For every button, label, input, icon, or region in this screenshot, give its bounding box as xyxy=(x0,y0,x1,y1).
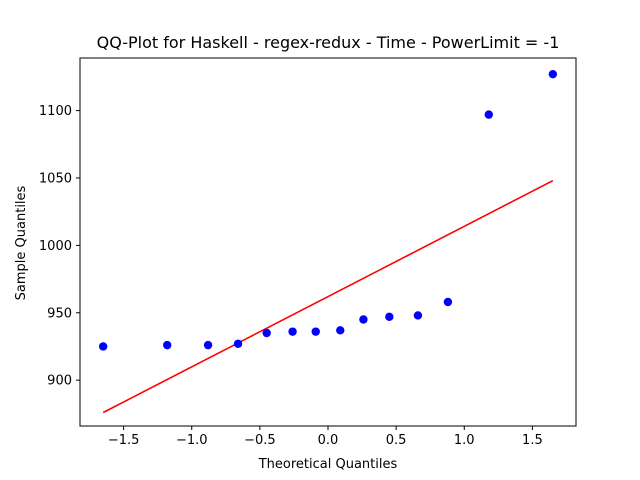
x-axis: −1.5 −1.0 −0.5 0.0 0.5 1.0 1.5 xyxy=(108,426,543,448)
data-point xyxy=(203,340,213,350)
x-tick-label: 1.5 xyxy=(522,433,543,448)
data-point xyxy=(484,110,493,119)
data-point xyxy=(311,327,320,336)
y-tick-label: 1000 xyxy=(39,239,72,254)
chart-title: QQ-Plot for Haskell - regex-redux - Time… xyxy=(97,33,560,52)
points-layer xyxy=(98,69,558,351)
x-tick-label: −1.5 xyxy=(108,433,140,448)
data-point xyxy=(359,315,368,324)
x-tick-label: −0.5 xyxy=(244,433,276,448)
data-point xyxy=(288,327,297,336)
y-axis-label: Sample Quantiles xyxy=(14,185,29,300)
x-tick-label: 0.0 xyxy=(318,433,339,448)
data-point xyxy=(443,297,453,307)
reference-line-layer xyxy=(102,179,554,414)
data-point xyxy=(336,326,345,335)
y-axis: 900 950 1000 1050 1100 xyxy=(39,104,80,389)
data-point xyxy=(385,312,394,322)
x-tick-label: 1.0 xyxy=(454,433,475,448)
data-point xyxy=(163,340,172,350)
x-axis-label: Theoretical Quantiles xyxy=(258,457,398,472)
data-point xyxy=(413,311,423,320)
y-tick-label: 1100 xyxy=(39,104,72,119)
y-tick-label: 900 xyxy=(47,374,72,389)
reference-line xyxy=(102,179,554,414)
x-tick-label: −1.0 xyxy=(176,433,208,448)
x-tick-label: 0.5 xyxy=(386,433,407,448)
y-tick-label: 950 xyxy=(47,306,72,321)
data-point xyxy=(233,339,243,348)
data-point xyxy=(262,328,271,338)
data-point xyxy=(548,69,558,79)
y-tick-label: 1050 xyxy=(39,171,72,186)
data-point xyxy=(98,342,108,351)
